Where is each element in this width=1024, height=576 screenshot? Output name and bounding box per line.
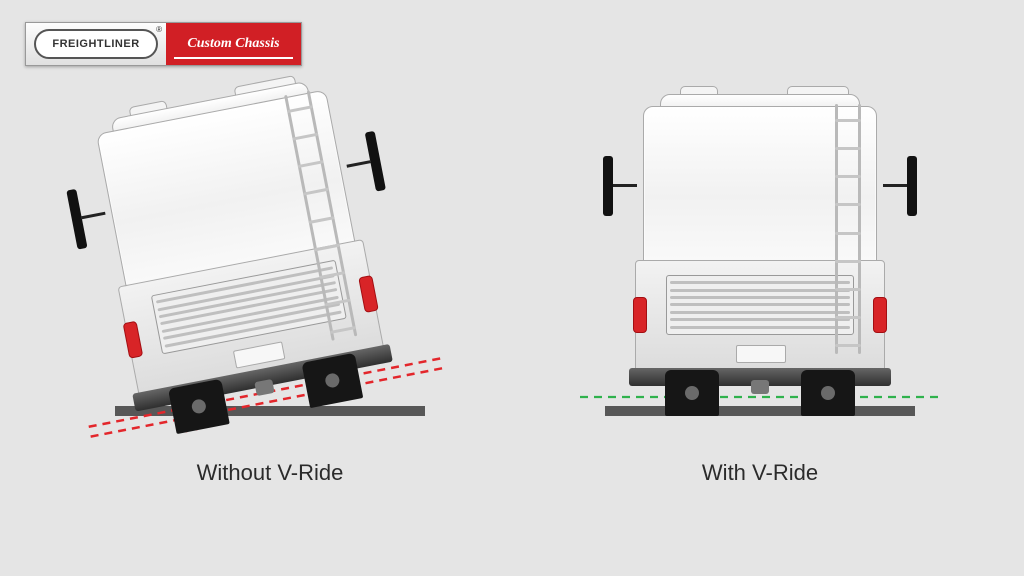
wheel-left — [168, 379, 230, 434]
tail-light-left — [633, 297, 647, 333]
brand-badge-left: FREIGHTLINER ® — [26, 23, 166, 65]
wheel-right — [801, 370, 855, 416]
rv-hitch — [751, 380, 769, 394]
tail-light-left — [123, 321, 144, 359]
brand-underline — [174, 57, 293, 59]
registered-mark: ® — [156, 25, 162, 34]
mirror-right — [881, 156, 913, 216]
rv-ladder — [833, 104, 863, 354]
caption-without: Without V-Ride — [70, 460, 470, 486]
tail-light-right — [873, 297, 887, 333]
rv-without — [75, 66, 403, 441]
mirror-right — [339, 132, 382, 197]
tail-light-right — [358, 275, 379, 313]
diagram-canvas: FREIGHTLINER ® Custom Chassis — [0, 0, 1024, 576]
brand-name: FREIGHTLINER — [34, 29, 158, 59]
mirror-left — [607, 156, 639, 216]
brand-subtitle: Custom Chassis — [187, 36, 279, 52]
rv-with — [625, 86, 895, 416]
panel-without-vride: Without V-Ride — [70, 90, 470, 516]
wheel-right — [301, 353, 363, 408]
rv-grill — [666, 275, 854, 335]
panel-with-vride: With V-Ride — [560, 90, 960, 516]
wheel-left — [665, 370, 719, 416]
brand-badge-right: Custom Chassis — [166, 23, 301, 65]
caption-with: With V-Ride — [560, 460, 960, 486]
license-plate — [736, 345, 786, 363]
rv-hitch — [254, 379, 274, 396]
brand-badge: FREIGHTLINER ® Custom Chassis — [25, 22, 302, 66]
